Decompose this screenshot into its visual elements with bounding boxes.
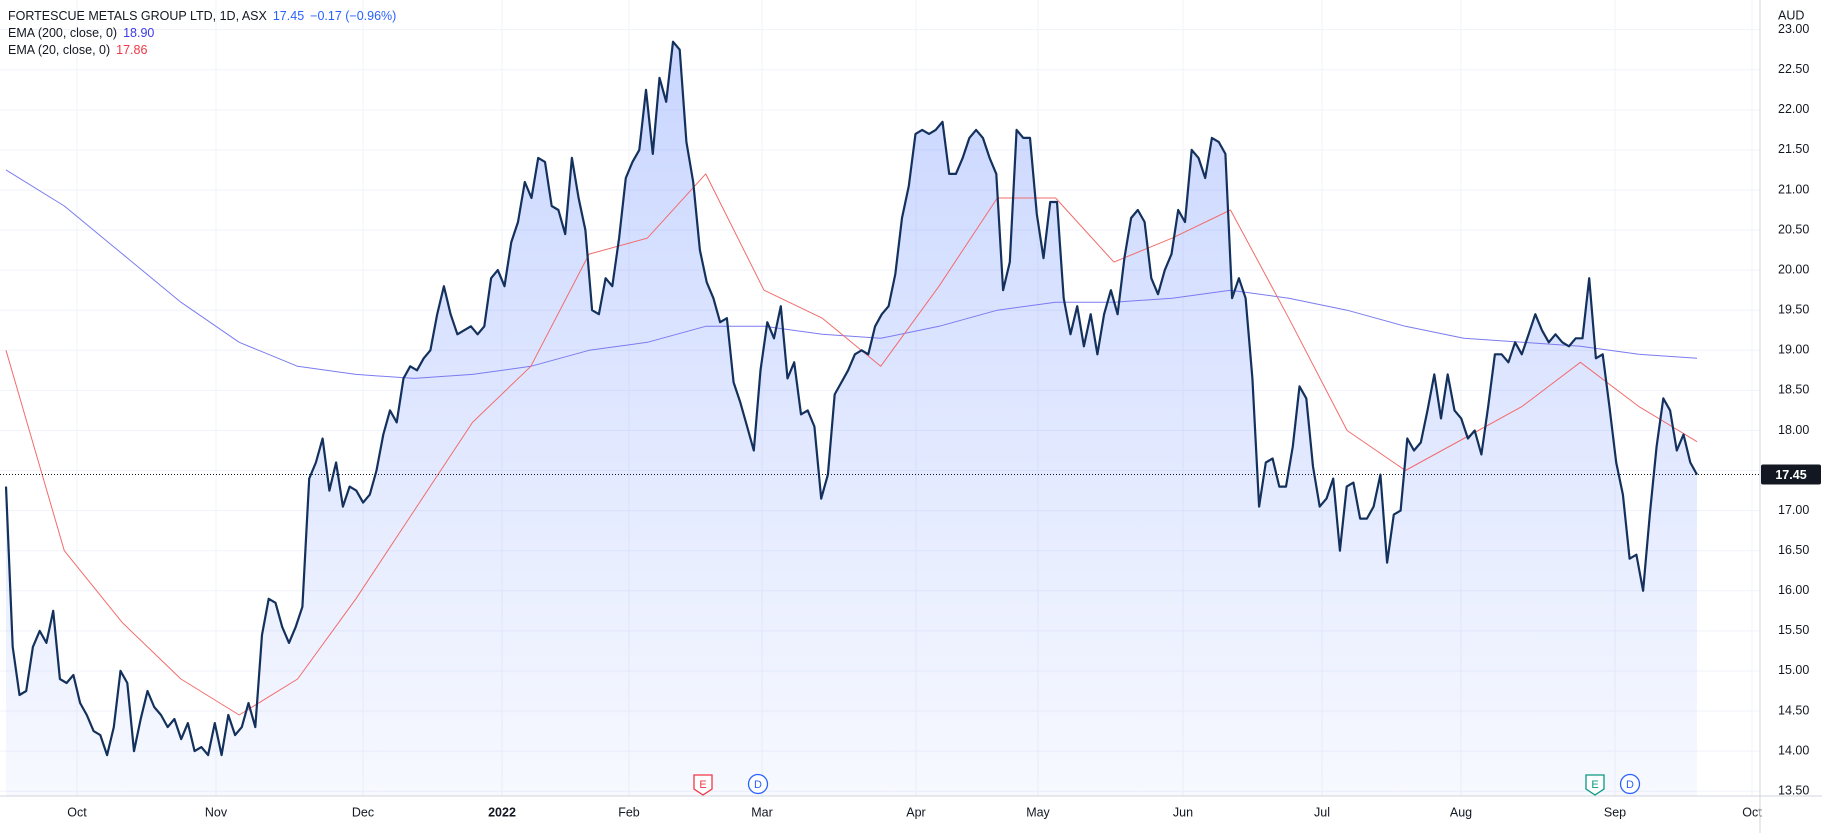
y-tick-label: 20.00	[1778, 262, 1809, 276]
price-tag	[1761, 464, 1821, 485]
x-tick-label: Dec	[352, 805, 374, 819]
event-earnings	[1585, 774, 1605, 796]
x-tick-label: Apr	[906, 805, 925, 819]
x-tick-label: Jul	[1314, 805, 1330, 819]
y-tick-label: 16.50	[1778, 543, 1809, 557]
x-tick-label: Nov	[205, 805, 228, 819]
x-tick-label: Aug	[1450, 805, 1472, 819]
ema20-label: EMA (20, close, 0)	[8, 43, 110, 57]
ema200-value: 18.90	[123, 26, 154, 40]
legend-main: FORTESCUE METALS GROUP LTD, 1D, ASX 17.45…	[8, 9, 396, 23]
y-tick-label: 18.00	[1778, 423, 1809, 437]
y-tick-label: 17.00	[1778, 503, 1809, 517]
y-tick-label: 15.50	[1778, 623, 1809, 637]
price-change: −0.17 (−0.96%)	[310, 9, 396, 23]
x-tick-label: Sep	[1604, 805, 1626, 819]
ema-line	[5, 169, 1698, 379]
y-tick-label: 14.00	[1778, 743, 1809, 757]
x-tick-label: Mar	[751, 805, 773, 819]
event-dividend	[1619, 773, 1641, 795]
x-tick-label: Oct	[1742, 805, 1762, 819]
event-dividend	[747, 773, 769, 795]
y-tick-label: 23.00	[1778, 22, 1809, 36]
y-tick-label: 16.00	[1778, 583, 1809, 597]
y-tick-label: 18.50	[1778, 383, 1809, 397]
event-label: E	[1591, 779, 1598, 791]
y-tick-label: 22.00	[1778, 102, 1809, 116]
price-tag-label: 17.45	[1775, 468, 1806, 482]
x-tick-label: Feb	[618, 805, 640, 819]
y-tick-label: 19.50	[1778, 303, 1809, 317]
currency: AUD	[1778, 8, 1804, 22]
ema200-label: EMA (200, close, 0)	[8, 26, 117, 40]
symbol: FORTESCUE METALS GROUP LTD, 1D, ASX	[8, 9, 268, 23]
x-tick-label: 2022	[488, 805, 516, 819]
y-tick-label: 20.50	[1778, 222, 1809, 236]
x-tick-label: Jun	[1173, 805, 1193, 819]
plot-layer	[4, 40, 1698, 796]
price-line	[4, 40, 1698, 757]
ema20-value: 17.86	[116, 43, 147, 57]
x-tick-label: Oct	[67, 805, 87, 819]
ema-line	[5, 173, 1698, 716]
y-tick-label: 15.00	[1778, 663, 1809, 677]
event-label: D	[754, 779, 762, 791]
event-earnings	[693, 774, 713, 796]
y-tick-label: 14.50	[1778, 703, 1809, 717]
y-tick-label: 22.50	[1778, 62, 1809, 76]
last-price: 17.45	[273, 9, 304, 23]
y-tick-label: 19.00	[1778, 343, 1809, 357]
legend-ema20: EMA (20, close, 0) 17.86	[8, 43, 147, 57]
legend-ema200: EMA (200, close, 0) 18.90	[8, 26, 154, 40]
y-tick-label: 21.50	[1778, 142, 1809, 156]
y-tick-label: 21.00	[1778, 182, 1809, 196]
area-fill	[6, 41, 1697, 796]
event-label: E	[699, 779, 706, 791]
event-label: D	[1626, 779, 1634, 791]
y-tick-label: 13.50	[1778, 783, 1809, 797]
x-tick-label: May	[1026, 805, 1050, 819]
